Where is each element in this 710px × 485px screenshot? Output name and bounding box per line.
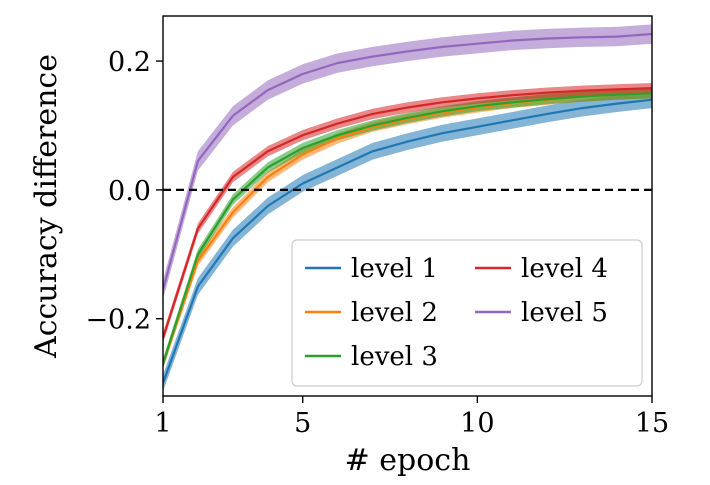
x-tick-label: 5 — [294, 408, 311, 439]
legend-label-level-5: level 5 — [521, 298, 608, 328]
legend-label-level-3: level 3 — [351, 342, 438, 372]
legend-label-level-1: level 1 — [351, 254, 438, 284]
legend-items: level 1 level 2 level 3 level 4 level 5 — [305, 254, 608, 372]
level-5-line — [163, 32, 652, 290]
x-tick-label: 15 — [635, 408, 669, 439]
y-tick-label: −0.2 — [85, 305, 151, 336]
legend-box — [291, 239, 643, 387]
y-axis-ticks: −0.2 0.0 0.2 — [85, 47, 163, 336]
y-tick-label: 0.2 — [108, 47, 151, 78]
plot-frame — [162, 15, 653, 397]
level-4-band — [163, 83, 652, 344]
y-axis-label: Accuracy difference — [29, 54, 64, 359]
legend: level 1 level 2 level 3 level 4 level 5 — [291, 239, 643, 387]
legend-label-level-2: level 2 — [351, 298, 438, 328]
series-lines — [163, 32, 652, 384]
x-tick-label: 1 — [154, 408, 171, 439]
x-axis-label: # epoch — [345, 443, 471, 478]
legend-label-level-4: level 4 — [521, 254, 608, 284]
x-tick-label: 10 — [460, 408, 494, 439]
level-1-line — [163, 98, 652, 384]
x-axis-ticks: 1 5 10 15 — [154, 396, 669, 439]
level-4-line — [163, 87, 652, 339]
y-tick-label: 0.0 — [108, 176, 151, 207]
